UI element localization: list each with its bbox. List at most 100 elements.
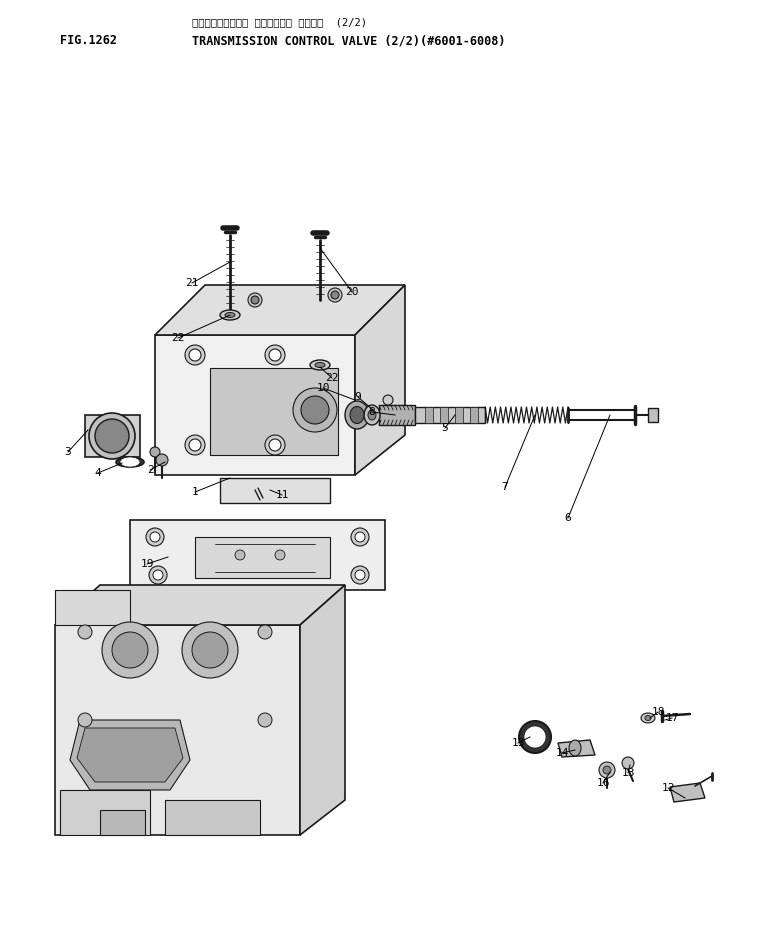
Ellipse shape [116,457,144,467]
Polygon shape [210,368,338,455]
Polygon shape [195,537,330,578]
Circle shape [603,766,611,774]
Circle shape [153,570,163,580]
Polygon shape [100,810,145,835]
Ellipse shape [569,740,581,756]
Circle shape [185,345,205,365]
Text: 16: 16 [596,778,610,788]
Polygon shape [77,728,183,782]
Text: FIG.1262: FIG.1262 [60,34,117,47]
Circle shape [355,570,365,580]
Ellipse shape [641,713,655,723]
Circle shape [519,721,551,753]
Circle shape [293,388,337,432]
Ellipse shape [95,419,129,453]
Text: 21: 21 [186,278,199,288]
Polygon shape [155,335,355,475]
Circle shape [149,566,167,584]
Circle shape [622,757,634,769]
Circle shape [182,622,238,678]
Ellipse shape [345,401,369,429]
Ellipse shape [225,313,235,318]
Circle shape [78,625,92,639]
Text: TRANSMISSION CONTROL VALVE (2/2)(#6001-6008): TRANSMISSION CONTROL VALVE (2/2)(#6001-6… [192,34,506,47]
Text: 2: 2 [146,465,153,475]
Ellipse shape [350,406,364,423]
Text: 5: 5 [442,423,449,433]
Text: 7: 7 [502,482,508,492]
Text: 1: 1 [192,487,198,497]
Circle shape [258,625,272,639]
Text: 14: 14 [555,748,568,758]
Polygon shape [355,285,405,475]
Text: 4: 4 [95,468,101,478]
Circle shape [248,293,262,307]
Circle shape [275,550,285,560]
Circle shape [351,566,369,584]
Circle shape [189,349,201,361]
Circle shape [331,291,339,299]
Text: 10: 10 [316,383,330,393]
Text: 11: 11 [276,490,289,500]
Circle shape [265,435,285,455]
Text: 19: 19 [140,559,153,569]
Ellipse shape [89,413,135,459]
Polygon shape [165,800,260,835]
Circle shape [235,550,245,560]
Polygon shape [425,407,433,423]
Text: 20: 20 [345,287,359,297]
Polygon shape [379,405,415,425]
Text: 17: 17 [666,713,679,723]
Polygon shape [70,720,190,790]
Circle shape [251,296,259,304]
Ellipse shape [368,410,376,420]
Polygon shape [440,407,448,423]
Polygon shape [470,407,478,423]
Circle shape [112,632,148,668]
Text: 3: 3 [65,447,71,457]
Circle shape [189,439,201,451]
Circle shape [269,439,281,451]
Text: 13: 13 [621,768,635,778]
Circle shape [150,447,160,457]
Polygon shape [220,478,330,503]
Ellipse shape [315,362,325,367]
Text: 22: 22 [171,333,185,343]
Ellipse shape [310,360,330,370]
Circle shape [599,762,615,778]
Circle shape [301,396,329,424]
Polygon shape [85,415,140,457]
Ellipse shape [220,310,240,320]
Circle shape [328,288,342,302]
Text: 22: 22 [325,373,339,383]
Circle shape [265,345,285,365]
Circle shape [78,713,92,727]
Polygon shape [155,285,405,335]
Polygon shape [55,590,130,625]
Polygon shape [60,790,150,835]
Circle shape [258,713,272,727]
Circle shape [269,349,281,361]
Circle shape [146,528,164,546]
Ellipse shape [364,405,380,425]
Ellipse shape [120,457,140,467]
Text: 9: 9 [355,392,362,402]
Polygon shape [455,407,463,423]
Circle shape [102,622,158,678]
Polygon shape [415,407,485,423]
Circle shape [156,454,168,466]
Circle shape [524,726,546,748]
Polygon shape [55,625,300,835]
Circle shape [383,395,393,405]
Text: 6: 6 [565,513,572,523]
Text: 8: 8 [369,407,375,417]
Polygon shape [670,783,705,802]
Circle shape [150,532,160,542]
Text: 18: 18 [651,707,665,717]
Polygon shape [300,585,345,835]
Text: トランスミッション コントロール バルブ゚  (2/2): トランスミッション コントロール バルブ゚ (2/2) [192,17,367,27]
Text: 12: 12 [662,783,675,793]
Ellipse shape [645,715,651,720]
Polygon shape [55,585,345,625]
Circle shape [185,435,205,455]
